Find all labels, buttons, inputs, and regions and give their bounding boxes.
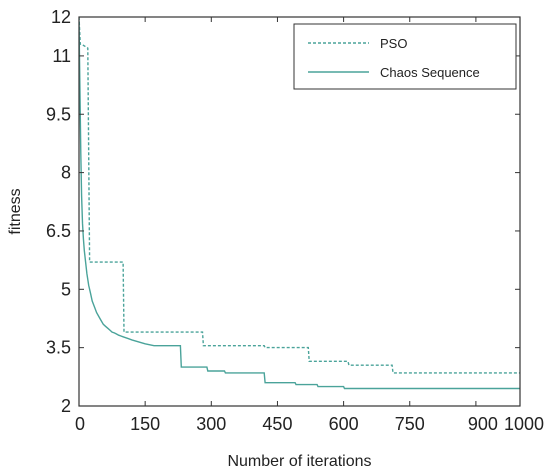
ticks-layer: 0 150 300 450 600 750 900 1000 2 3.5 5 6.5 8 9.5 11 12 (46, 7, 544, 434)
plot-frame (78, 16, 521, 407)
legend-box (293, 23, 517, 90)
y-tick-label: 12 (51, 7, 71, 27)
series-line-chaos-sequence (79, 20, 520, 390)
x-tick-label: 150 (130, 414, 160, 434)
y-tick-label: 6.5 (46, 221, 71, 241)
x-tick-label: 0 (75, 414, 85, 434)
legend: PSO Chaos Sequence (293, 23, 517, 90)
y-tick-label: 3.5 (46, 338, 71, 358)
y-tick-label: 8 (61, 163, 71, 183)
y-tick-label: 2 (61, 396, 71, 416)
x-tick-label: 300 (196, 414, 226, 434)
y-tick-label: 5 (61, 279, 71, 299)
x-tick-label: 1000 (504, 414, 544, 434)
y-tick-label: 9.5 (46, 104, 71, 124)
x-axis-label: Number of iterations (227, 453, 371, 470)
x-tick-label: 900 (468, 414, 498, 434)
x-tick-label: 450 (262, 414, 292, 434)
legend-label-pso: PSO (380, 36, 407, 51)
x-tick-label: 750 (395, 414, 425, 434)
y-tick-label: 11 (52, 46, 71, 66)
series-line-pso (79, 17, 520, 374)
series-layer (79, 17, 520, 390)
x-tick-label: 600 (329, 414, 359, 434)
legend-label-chaos-sequence: Chaos Sequence (380, 65, 480, 80)
y-axis-label: fitness (7, 188, 24, 234)
